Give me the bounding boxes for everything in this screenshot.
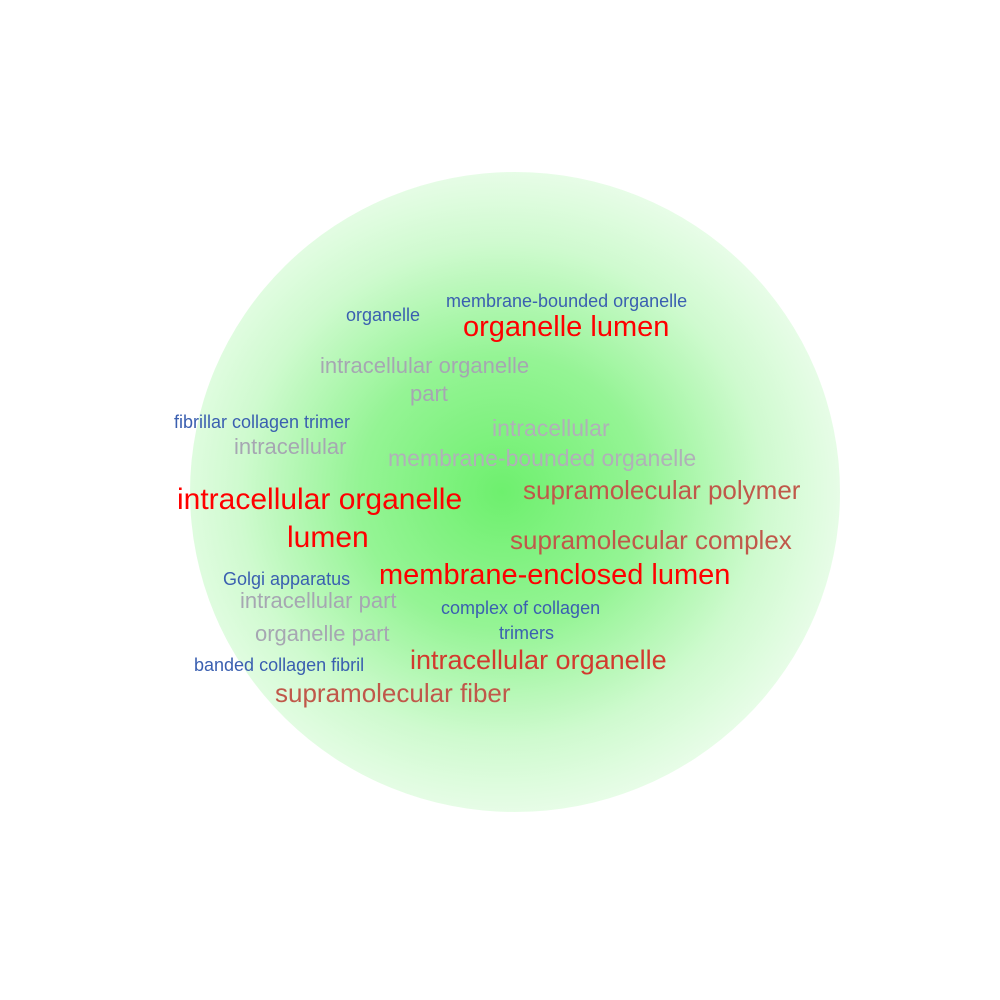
term-intracellular: intracellular <box>234 434 347 459</box>
term-membrane-bounded-organelle: membrane-bounded organelle <box>446 291 688 311</box>
term-banded-collagen-fibril: banded collagen fibril <box>194 655 365 675</box>
term-supramolecular-polymer: supramolecular polymer <box>523 475 801 505</box>
term-golgi-apparatus: Golgi apparatus <box>223 569 351 589</box>
term-complex-of-collagen-trimers-line1: complex of collagen <box>441 598 601 618</box>
term-organelle: organelle <box>346 305 421 325</box>
term-supramolecular-complex: supramolecular complex <box>510 525 792 555</box>
term-organelle-lumen: organelle lumen <box>463 311 670 343</box>
term-intracellular-organelle: intracellular organelle <box>410 645 667 675</box>
term-intracellular-membrane-bounded-organelle-line1: intracellular <box>492 415 610 441</box>
term-intracellular-part: intracellular part <box>240 588 397 613</box>
term-intracellular-organelle-part-line2: part <box>410 381 448 406</box>
term-intracellular-membrane-bounded-organelle-line2: membrane-bounded organelle <box>388 445 697 471</box>
term-membrane-enclosed-lumen: membrane-enclosed lumen <box>379 559 731 591</box>
term-fibrillar-collagen-trimer: fibrillar collagen trimer <box>174 412 351 432</box>
term-intracellular-organelle-part-line1: intracellular organelle <box>320 353 530 378</box>
term-complex-of-collagen-trimers-line2: trimers <box>499 623 554 643</box>
term-organelle-part: organelle part <box>255 621 390 646</box>
background-glow <box>190 172 840 812</box>
term-intracellular-organelle-lumen-line2: lumen <box>287 521 369 554</box>
term-supramolecular-fiber: supramolecular fiber <box>275 678 511 708</box>
term-intracellular-organelle-lumen-line1: intracellular organelle <box>177 483 463 516</box>
